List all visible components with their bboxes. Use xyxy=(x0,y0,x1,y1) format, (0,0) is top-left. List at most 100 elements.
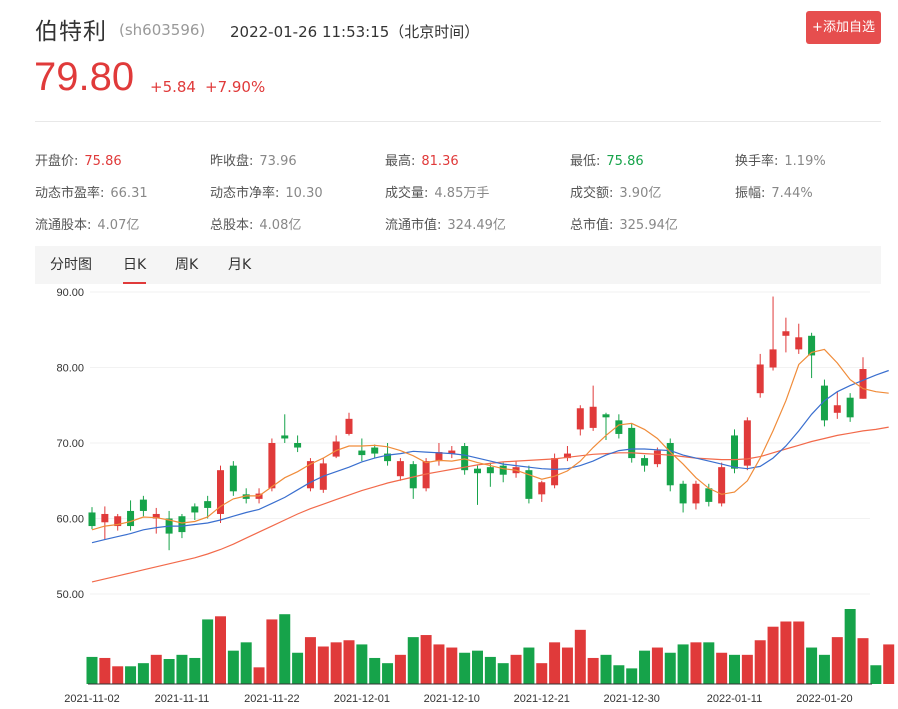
tab-day-k[interactable]: 日K xyxy=(123,246,147,284)
stat-value: 4.85万手 xyxy=(434,186,490,201)
x-tick-label: 2021-11-11 xyxy=(155,693,210,705)
candle-body xyxy=(371,447,379,454)
add-to-watchlist-button[interactable]: +添加自选 xyxy=(806,11,881,44)
volume-bar xyxy=(202,619,214,684)
header-divider xyxy=(35,121,881,122)
volume-bar xyxy=(806,647,818,684)
volume-bar xyxy=(703,642,715,684)
volume-bar xyxy=(639,650,651,684)
candle-body xyxy=(602,414,610,418)
stat-item: 动态市盈率: 66.31 xyxy=(35,182,148,201)
stat-item: 动态市净率: 10.30 xyxy=(210,182,323,201)
volume-bar xyxy=(343,640,355,684)
volume-bar xyxy=(163,659,175,684)
stat-label: 总股本: xyxy=(210,218,254,233)
stat-value: 3.90亿 xyxy=(619,186,662,201)
tab-timeshare[interactable]: 分时图 xyxy=(50,257,92,273)
volume-bar xyxy=(600,654,612,684)
volume-bar xyxy=(420,635,432,684)
candle-body xyxy=(795,337,803,350)
stat-value: 4.07亿 xyxy=(97,218,140,233)
volume-bar xyxy=(356,644,368,684)
volume-bar xyxy=(651,647,663,684)
stat-value: 324.49亿 xyxy=(447,218,506,233)
volume-bar xyxy=(549,642,561,684)
stat-label: 振幅: xyxy=(735,186,766,201)
stat-item: 总股本: 4.08亿 xyxy=(210,214,301,233)
volume-bar xyxy=(112,666,124,684)
volume-bar xyxy=(587,657,599,684)
volume-bar xyxy=(780,621,792,684)
volume-bar xyxy=(844,609,856,684)
candle-body xyxy=(705,488,713,502)
volume-bar xyxy=(189,657,201,684)
y-tick-label: 70.00 xyxy=(56,438,84,450)
volume-bar xyxy=(484,656,496,684)
volume-bar xyxy=(433,644,445,684)
candle-body xyxy=(576,408,584,430)
x-tick-label: 2021-12-30 xyxy=(604,693,660,705)
candle-body xyxy=(679,483,687,504)
volume-bar xyxy=(279,614,291,684)
candle-body xyxy=(589,406,597,428)
tab-month-k[interactable]: 月K xyxy=(228,257,252,273)
volume-bar xyxy=(459,652,471,684)
volume-bar xyxy=(793,621,805,684)
candle-body xyxy=(229,465,237,492)
y-tick-label: 90.00 xyxy=(56,287,84,299)
candle-body xyxy=(332,441,340,457)
candle-body xyxy=(641,458,649,466)
candle-body xyxy=(731,435,738,469)
volume-bar xyxy=(523,647,535,684)
volume-bar xyxy=(857,638,869,684)
stat-label: 最高: xyxy=(385,154,416,169)
candle-body xyxy=(435,452,443,462)
candle-body xyxy=(384,453,392,462)
stat-label: 流通市值: xyxy=(385,218,442,233)
y-tick-label: 50.00 xyxy=(56,589,84,601)
stat-item: 最低: 75.86 xyxy=(570,150,644,169)
stat-value: 325.94亿 xyxy=(619,218,678,233)
candle-body xyxy=(756,364,764,394)
volume-bar xyxy=(253,667,265,684)
candle-body xyxy=(139,499,147,511)
stat-item: 成交量: 4.85万手 xyxy=(385,182,489,201)
volume-bar xyxy=(446,647,458,684)
ma5-line xyxy=(91,348,889,531)
volume-bar xyxy=(176,654,188,684)
candle-body xyxy=(127,510,135,527)
volume-bar xyxy=(317,646,329,684)
candle-body xyxy=(808,335,816,356)
candle-body xyxy=(396,461,404,477)
chart-period-tabs: 分时图 日K 周K 月K xyxy=(35,246,881,284)
volume-bar xyxy=(497,663,509,684)
volume-bar xyxy=(870,665,882,684)
stock-code: (sh603596) xyxy=(119,21,206,39)
volume-bar xyxy=(227,650,239,684)
stat-item: 振幅: 7.44% xyxy=(735,182,813,201)
stat-label: 最低: xyxy=(570,154,601,169)
stat-value: 66.31 xyxy=(110,186,148,201)
candle-body xyxy=(345,418,353,434)
volume-bar xyxy=(394,654,406,684)
price-change: +5.84 xyxy=(150,78,196,96)
volume-bar xyxy=(613,665,625,684)
volume-bar xyxy=(767,626,779,684)
candle-body xyxy=(152,513,160,519)
stat-value: 75.86 xyxy=(84,154,122,169)
volume-bar xyxy=(137,663,149,684)
volume-bar xyxy=(407,637,419,684)
volume-bar xyxy=(215,616,226,684)
volume-bar xyxy=(754,640,766,684)
candle-body xyxy=(306,461,314,489)
volume-bar xyxy=(510,654,522,684)
stat-item: 成交额: 3.90亿 xyxy=(570,182,661,201)
stat-label: 流通股本: xyxy=(35,218,92,233)
stat-label: 成交额: xyxy=(570,186,614,201)
volume-bar xyxy=(330,642,342,684)
candle-body xyxy=(692,483,700,504)
volume-bar xyxy=(741,654,753,684)
volume-bar xyxy=(292,652,304,684)
candle-body xyxy=(101,513,109,523)
tab-week-k[interactable]: 周K xyxy=(175,257,199,273)
